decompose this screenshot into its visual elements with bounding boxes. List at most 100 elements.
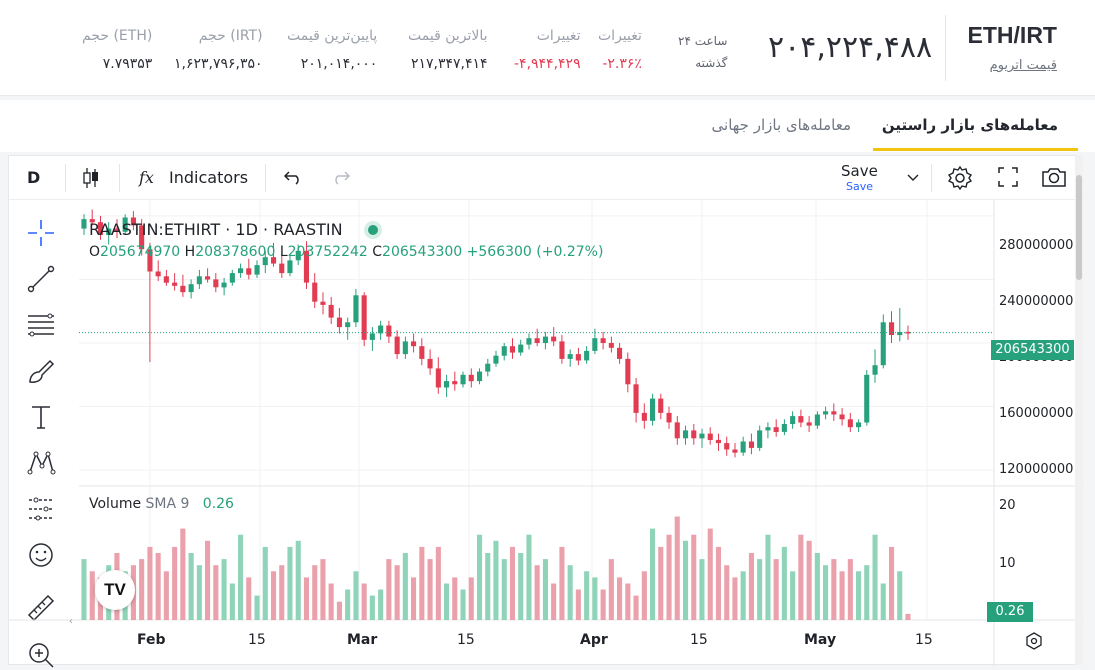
volume-bar: [748, 553, 754, 620]
time-axis-label: May: [804, 632, 837, 648]
candle-body: [509, 346, 515, 353]
save-button[interactable]: Save: [841, 162, 878, 180]
volume-bar: [485, 553, 491, 620]
candle-body: [559, 341, 565, 359]
ohlc-low: 203752242: [287, 244, 368, 260]
volume-bar: [542, 559, 548, 620]
page-scrollbar[interactable]: [1075, 155, 1083, 665]
tradingview-logo[interactable]: TV: [95, 570, 135, 610]
candle-body: [872, 365, 878, 375]
volume-bar: [699, 559, 705, 620]
volume-bar: [468, 577, 474, 620]
pair-subtitle-link[interactable]: قیمت اتریوم: [989, 58, 1057, 73]
candle-body: [847, 419, 853, 428]
ohlc-low-label: L: [279, 244, 288, 260]
candle-body: [444, 381, 450, 388]
candle-body: [732, 449, 738, 453]
stat-label: حجم (ETH): [82, 28, 153, 44]
volume-bar: [287, 546, 293, 620]
stat-value: -۲.۳۶٪: [602, 56, 642, 72]
interval-button[interactable]: D: [27, 168, 41, 187]
volume-bar: [823, 565, 829, 620]
candle-body: [839, 414, 845, 420]
fullscreen-icon[interactable]: [997, 166, 1019, 188]
volume-axis-label: 10: [999, 556, 1016, 571]
candle-body: [386, 325, 392, 337]
brush-icon[interactable]: [26, 356, 56, 386]
price-axis-label: 120000000: [999, 462, 1074, 477]
volume-bar: [172, 546, 178, 620]
gear-icon[interactable]: [947, 165, 973, 191]
period-label: ۲۴ ساعت گذشته: [678, 30, 727, 74]
pattern-icon[interactable]: [26, 448, 56, 478]
candle-body: [625, 358, 631, 385]
prediction-icon[interactable]: [26, 494, 56, 524]
price-axis-label: 160000000: [999, 406, 1074, 421]
indicators-button[interactable]: Indicators: [169, 168, 249, 187]
candle-body: [666, 412, 672, 423]
zoom-in-icon[interactable]: [26, 640, 56, 670]
tab-global-market[interactable]: معامله‌های بازار جهانی: [711, 116, 851, 134]
chart-toolbar: D fx Indicators Save Save: [9, 156, 1084, 200]
volume-bar: [493, 540, 499, 620]
symbol-title[interactable]: RAASTIN:ETHIRT · 1D · RAASTIN: [89, 220, 343, 239]
volume-bar: [180, 528, 186, 620]
volume-bar: [139, 559, 145, 620]
camera-icon[interactable]: [1041, 166, 1067, 188]
drawing-toolbar: [9, 200, 69, 668]
price-axis-label: 240000000: [999, 294, 1074, 309]
volume-bar: [715, 546, 721, 620]
candle-body: [139, 225, 145, 250]
toolbar-separator: [931, 164, 932, 192]
redo-icon[interactable]: [331, 169, 351, 185]
candle-body: [468, 374, 474, 382]
emoji-icon[interactable]: [26, 540, 56, 570]
tab-raastin-market[interactable]: معامله‌های بازار راستین: [881, 116, 1058, 134]
candle-body: [427, 358, 433, 369]
chevron-down-icon[interactable]: [907, 173, 919, 183]
volume-bar: [386, 559, 392, 620]
candles-icon[interactable]: [81, 166, 101, 190]
volume-bar: [402, 553, 408, 620]
volume-bar: [419, 546, 425, 620]
volume-bar: [633, 595, 639, 620]
scroll-left-icon[interactable]: ‹: [69, 616, 73, 627]
volume-bar: [806, 540, 812, 620]
candle-body: [798, 416, 804, 423]
candle-body: [114, 228, 120, 232]
volume-bar: [567, 565, 573, 620]
header-divider: [945, 15, 946, 81]
crosshair-icon[interactable]: [26, 218, 56, 248]
toolbar-separator: [65, 164, 66, 192]
volume-bar: [534, 565, 540, 620]
candle-body: [229, 273, 235, 283]
stat-value: ۱,۶۲۳,۷۹۶,۳۵۰: [174, 56, 263, 72]
undo-icon[interactable]: [283, 169, 303, 185]
scrollbar-thumb[interactable]: [1076, 175, 1082, 280]
volume-bar: [394, 565, 400, 620]
volume-bar: [641, 571, 647, 620]
ruler-icon[interactable]: [26, 593, 56, 623]
fib-retracement-icon[interactable]: [26, 310, 56, 340]
volume-bar: [518, 553, 524, 620]
stat-volume-irt: حجم (IRT) ۱,۶۲۳,۷۹۶,۳۵۰: [174, 28, 263, 72]
stat-value: ۲۱۷,۳۴۷,۴۱۴: [410, 56, 488, 72]
volume-bar: [856, 571, 862, 620]
trend-line-icon[interactable]: [26, 264, 56, 294]
volume-bar: [444, 583, 450, 620]
candle-body: [641, 412, 647, 421]
text-tool-icon[interactable]: [26, 402, 56, 432]
candle-body: [567, 354, 573, 359]
volume-bar: [814, 553, 820, 620]
candle-body: [106, 228, 112, 235]
volume-bar: [369, 595, 375, 620]
ohlc-high-label: H: [184, 244, 196, 260]
current-price-tag: 206543300: [991, 340, 1074, 360]
volume-bar: [880, 583, 886, 620]
volume-bar: [271, 571, 277, 620]
volume-bar: [378, 589, 384, 620]
candle-body: [180, 285, 186, 293]
axis-settings-icon[interactable]: [1025, 632, 1043, 650]
candle-body: [674, 422, 680, 439]
candle-body: [452, 381, 458, 385]
